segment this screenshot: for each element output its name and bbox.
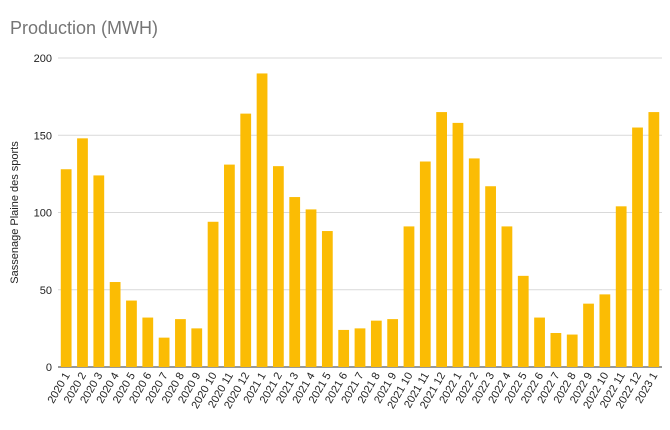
bar [452, 122, 464, 367]
bar [126, 300, 137, 367]
bar [207, 221, 219, 367]
bar [109, 282, 121, 367]
y-axis-ticks: 0 50 100 150 200 [34, 53, 52, 374]
bar [240, 113, 252, 368]
bars [60, 73, 660, 368]
bar [93, 175, 105, 367]
bar [272, 166, 284, 367]
bar [599, 294, 611, 367]
bar [338, 329, 350, 367]
y-tick-label: 50 [40, 285, 52, 297]
y-tick-label: 200 [34, 53, 52, 65]
bar [175, 319, 186, 367]
bar [60, 169, 72, 367]
bar [436, 112, 447, 367]
bar [191, 328, 203, 368]
y-tick-label: 150 [34, 130, 52, 142]
bar [321, 231, 333, 367]
bar [289, 197, 301, 367]
y-tick-label: 100 [34, 208, 52, 220]
y-tick-label: 0 [46, 362, 52, 374]
bar [142, 317, 154, 367]
bar [387, 319, 399, 367]
chart-title: Production (MWH) [10, 18, 159, 38]
bar [354, 328, 366, 368]
bar [403, 226, 415, 367]
bar [256, 73, 268, 367]
bar [224, 164, 235, 367]
bar [517, 275, 529, 367]
bar [566, 334, 578, 367]
y-axis-label: Sassenage Plaine des sports [9, 141, 21, 284]
bar [550, 333, 562, 367]
bar [615, 206, 627, 367]
bar [419, 161, 431, 367]
bar [158, 337, 170, 367]
bar [501, 226, 513, 367]
bar [468, 158, 480, 367]
bar [77, 138, 88, 367]
bar [632, 127, 643, 367]
bar [648, 112, 660, 367]
bar [534, 317, 545, 367]
bar [370, 320, 382, 367]
bar [485, 186, 496, 367]
bar [305, 209, 317, 367]
bar [583, 303, 594, 367]
